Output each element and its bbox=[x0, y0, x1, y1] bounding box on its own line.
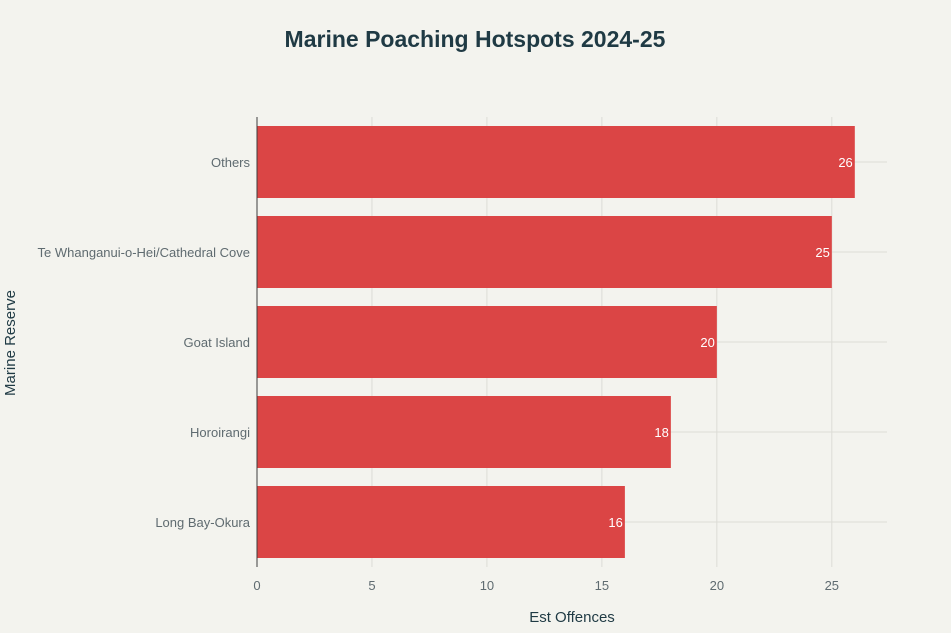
x-tick-label: 25 bbox=[825, 578, 839, 593]
y-axis-title: Marine Reserve bbox=[2, 290, 19, 396]
x-tick-label: 5 bbox=[368, 578, 375, 593]
bar-2 bbox=[257, 216, 832, 288]
bar-1 bbox=[257, 126, 855, 198]
bar-3 bbox=[257, 306, 717, 378]
data-label: 16 bbox=[608, 515, 622, 530]
bar-4 bbox=[257, 396, 671, 468]
y-tick-label: Horoirangi bbox=[190, 425, 250, 440]
bars: 26 25 20 18 16 bbox=[257, 126, 855, 558]
y-tick-label: Goat Island bbox=[184, 335, 251, 350]
y-tick-label: Long Bay-Okura bbox=[155, 515, 250, 530]
y-tick-label: Te Whanganui-o-Hei/Cathedral Cove bbox=[38, 245, 250, 260]
data-label: 25 bbox=[815, 245, 829, 260]
data-label: 20 bbox=[700, 335, 714, 350]
chart-title: Marine Poaching Hotspots 2024-25 bbox=[285, 26, 666, 52]
y-tick-labels: Others Te Whanganui-o-Hei/Cathedral Cove G… bbox=[38, 155, 251, 530]
x-tick-label: 20 bbox=[710, 578, 724, 593]
x-tick-label: 0 bbox=[253, 578, 260, 593]
x-tick-label: 15 bbox=[595, 578, 609, 593]
data-label: 18 bbox=[654, 425, 668, 440]
x-axis-title: Est Offences bbox=[529, 609, 615, 626]
x-tick-labels: 0 5 10 15 20 25 bbox=[253, 578, 839, 593]
bar-5 bbox=[257, 486, 625, 558]
data-label: 26 bbox=[838, 155, 852, 170]
y-tick-label: Others bbox=[211, 155, 251, 170]
x-tick-label: 10 bbox=[480, 578, 494, 593]
